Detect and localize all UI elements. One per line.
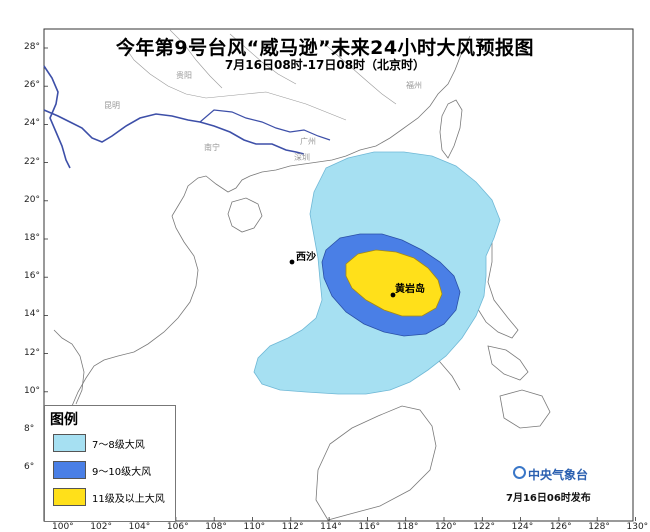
x-tick-label: 124° — [511, 522, 534, 532]
x-tick-label: 104° — [128, 522, 151, 532]
x-tick-label: 128° — [588, 522, 610, 532]
x-tick-label: 102° — [90, 522, 112, 532]
y-tick-label: 18° — [24, 233, 40, 243]
island-mindanao — [499, 389, 551, 429]
legend: 图例 7～8级大风 9～10级大风 11级及以上大风 — [44, 405, 176, 522]
y-tick-label: 22° — [24, 156, 40, 167]
x-tick-label: 118° — [396, 522, 419, 532]
x-tick-label: 122° — [473, 522, 495, 532]
map-subtitle: 7月16日08时-17日08时（北京时） — [224, 58, 426, 72]
place-nanning: 南宁 — [204, 143, 220, 152]
island-visayas — [487, 345, 529, 381]
label-xisha: 西沙 — [296, 252, 316, 263]
island-hainan — [227, 197, 263, 233]
y-tick-label: 6° — [24, 462, 35, 473]
legend-label-9-10: 9～10级大风 — [92, 467, 152, 478]
legend-label-7-8: 7～8级大风 — [92, 440, 145, 451]
place-kunming: 昆明 — [104, 101, 120, 110]
y-tick-label: 24° — [24, 118, 40, 129]
y-tick-label: 10° — [24, 385, 40, 396]
label-huangyan: 黄岩岛 — [395, 284, 425, 295]
island-taiwan — [439, 99, 463, 159]
x-tick-label: 106° — [166, 522, 189, 532]
x-tick-label: 112° — [281, 522, 304, 532]
place-guangzhou: 广州 — [300, 137, 316, 146]
x-tick-label: 116° — [358, 522, 381, 532]
border-line-west — [43, 65, 71, 169]
issue-time: 7月16日06时发布 — [506, 493, 591, 504]
legend-swatch-9-10 — [53, 461, 86, 479]
place-guiyang: 贵阳 — [176, 71, 192, 80]
huangyan-marker — [390, 292, 396, 298]
legend-swatch-11-plus — [53, 488, 86, 506]
map-title: 今年第9号台风“威马逊”未来24小时大风预报图 — [115, 37, 535, 59]
x-tick-label: 120° — [435, 522, 457, 532]
y-tick-label: 8° — [24, 424, 35, 434]
x-tick-label: 130° — [626, 522, 649, 532]
border-line-north — [199, 109, 331, 141]
y-tick-label: 16° — [24, 271, 40, 282]
coastline-mainland — [171, 35, 471, 217]
y-tick-label: 14° — [24, 309, 40, 320]
x-tick-label: 114° — [320, 522, 342, 532]
legend-title: 图例 — [50, 412, 78, 428]
x-tick-label: 126° — [549, 522, 572, 532]
legend-swatch-7-8 — [53, 434, 86, 452]
legend-label-11-plus: 11级及以上大风 — [92, 494, 165, 505]
coastline-gulf — [53, 329, 85, 405]
place-shenzhen: 深圳 — [294, 153, 310, 162]
y-tick-label: 12° — [24, 347, 40, 358]
coastline-indochina — [71, 215, 199, 407]
cma-logo-icon — [513, 466, 526, 479]
border-line — [43, 109, 305, 155]
x-tick-label: 108° — [205, 522, 227, 532]
x-tick-label: 110° — [243, 522, 266, 532]
agency-name: 中央气象台 — [528, 468, 589, 482]
y-tick-label: 28° — [24, 42, 40, 52]
y-tick-label: 20° — [24, 194, 40, 205]
wind-zone-11-plus — [345, 249, 443, 317]
xisha-marker — [289, 259, 295, 265]
island-borneo — [315, 405, 437, 521]
y-tick-label: 26° — [24, 80, 40, 91]
border-thin — [119, 29, 397, 121]
x-tick-label: 100° — [52, 522, 74, 532]
place-fuzhou: 福州 — [406, 81, 422, 90]
